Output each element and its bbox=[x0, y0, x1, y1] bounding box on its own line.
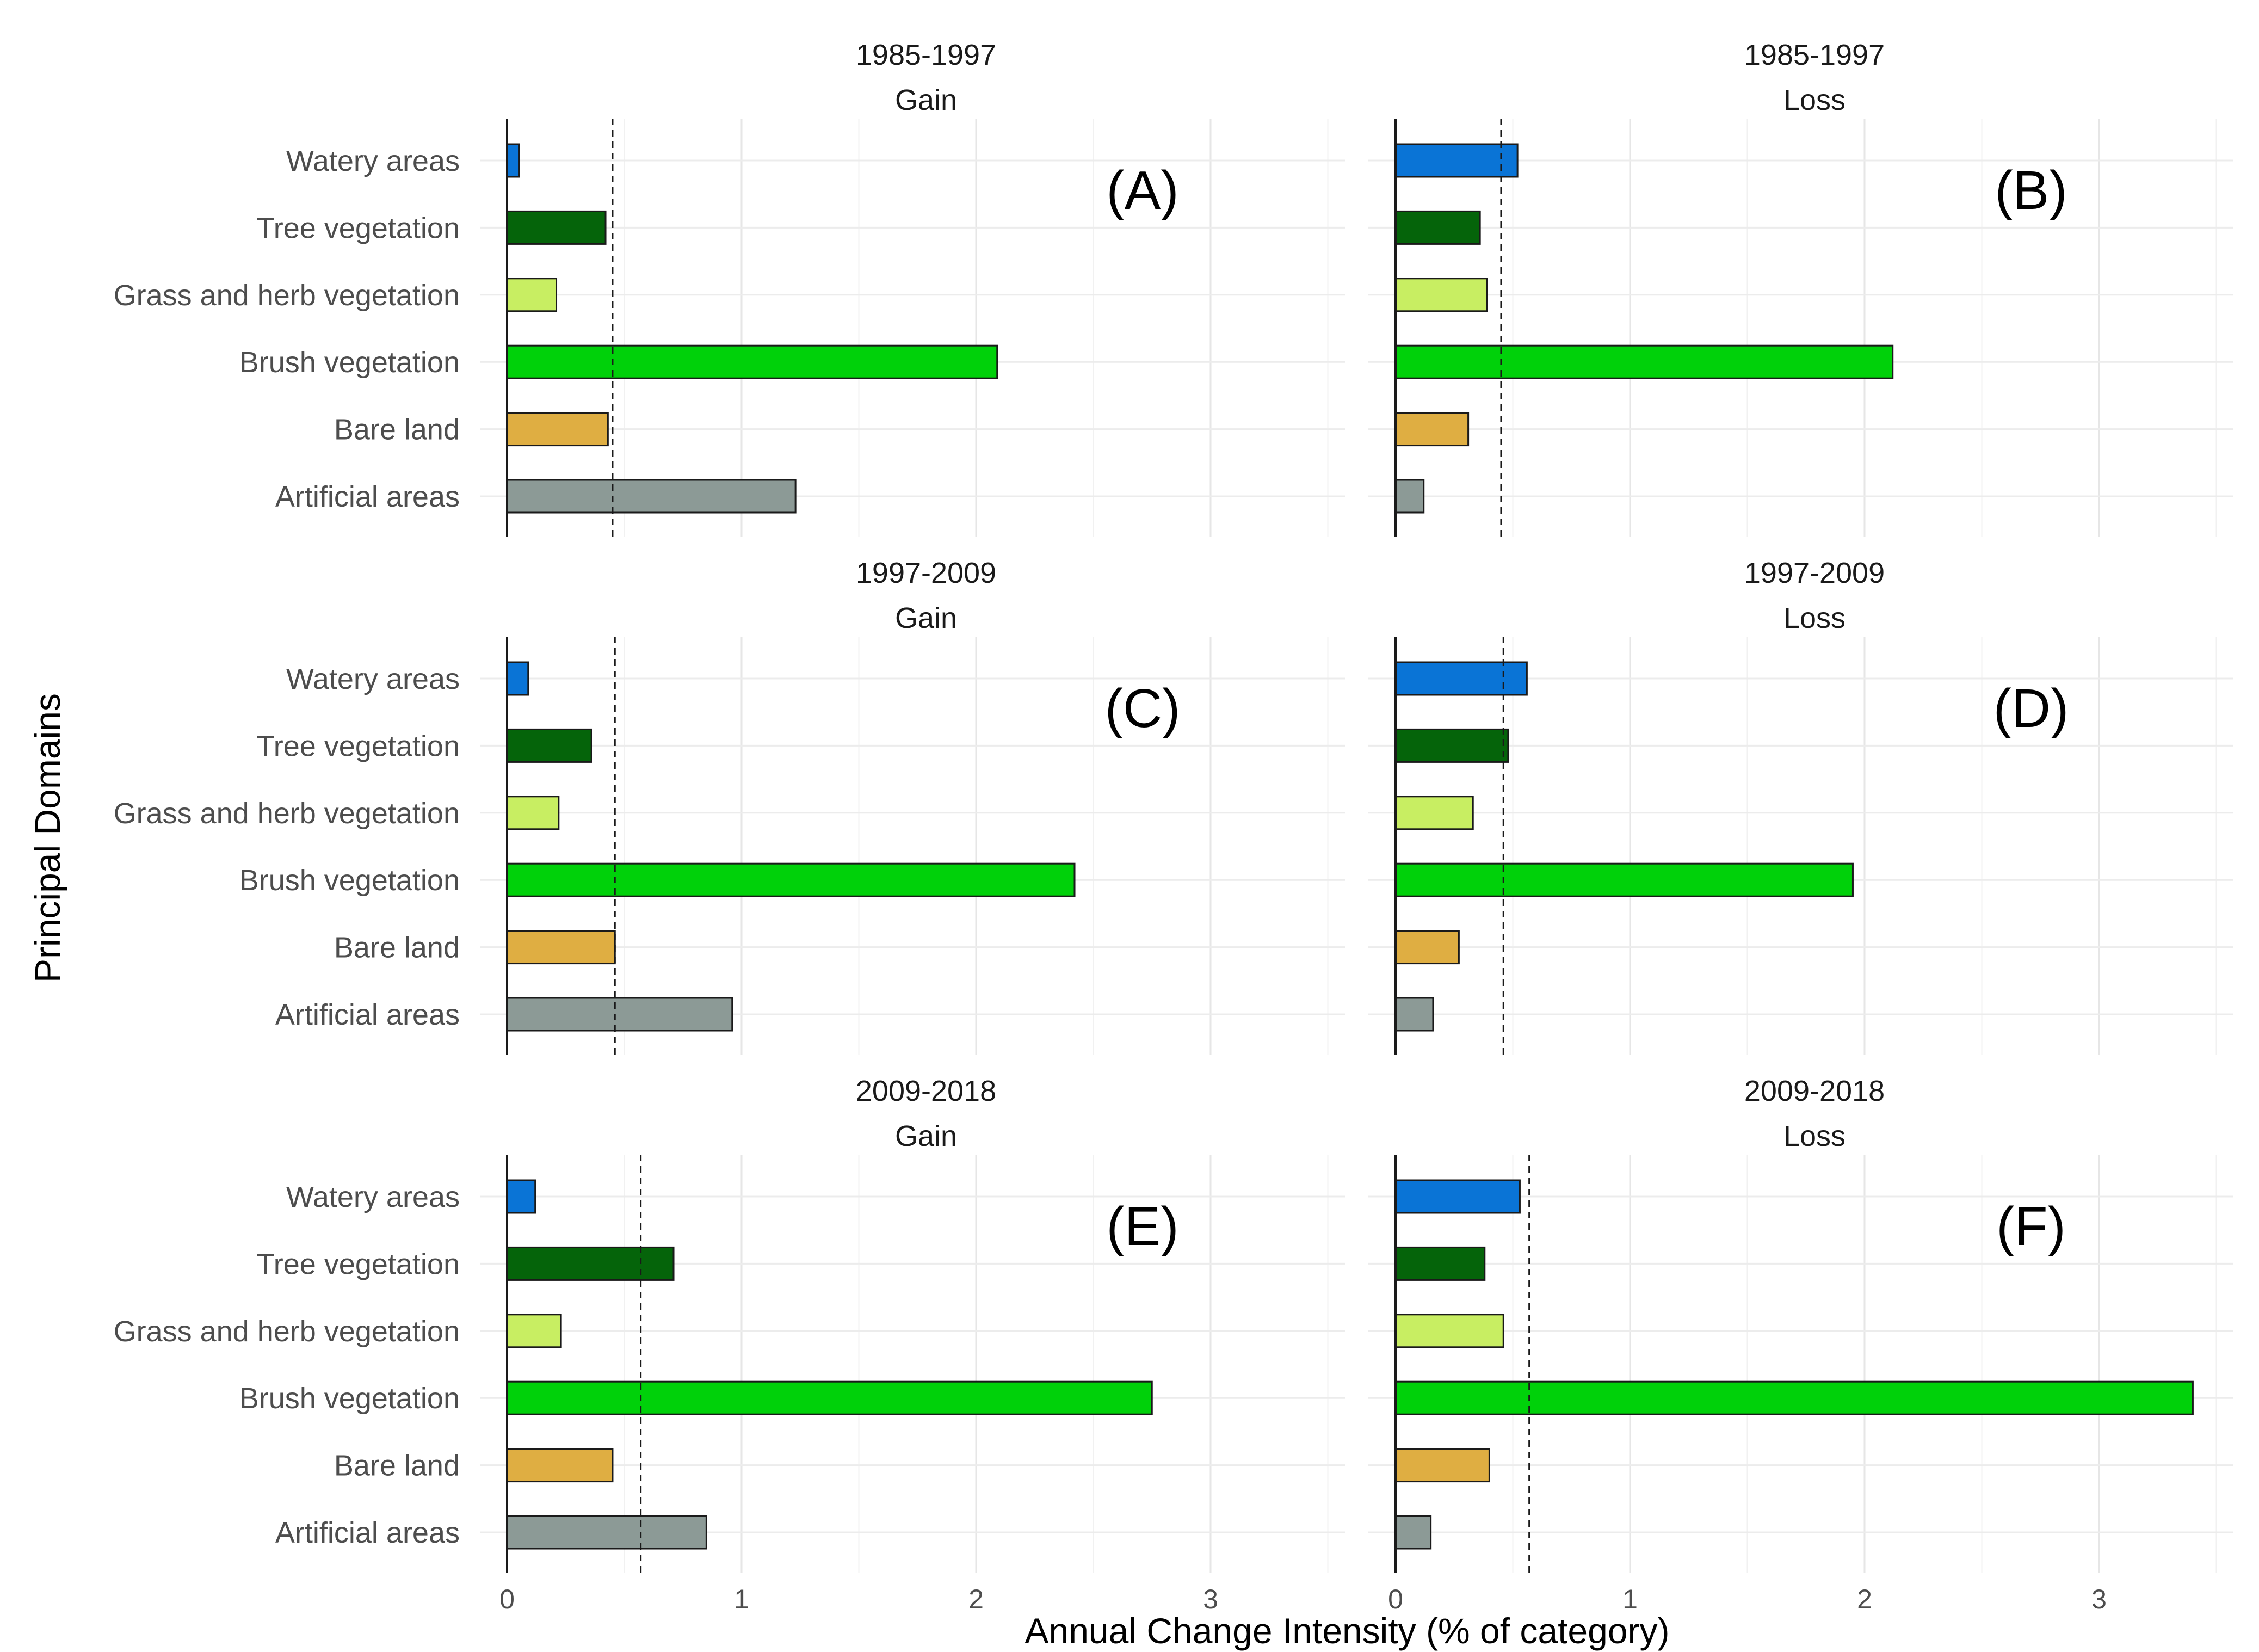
y-axis-title: Principal Domains bbox=[27, 693, 67, 983]
panel-f-period: 2009-2018 bbox=[1744, 1075, 1885, 1107]
bar-d-brush-vegetation bbox=[1394, 862, 1854, 897]
bar-f-watery-areas bbox=[1394, 1179, 1521, 1214]
panel-e-kind: Gain bbox=[895, 1120, 957, 1152]
bar-e-watery-areas bbox=[506, 1179, 536, 1214]
category-label: Watery areas bbox=[286, 663, 460, 695]
x-tick-label: 1 bbox=[734, 1584, 749, 1614]
x-tick-label: 3 bbox=[1203, 1584, 1218, 1614]
bar-d-bare-land bbox=[1394, 930, 1460, 965]
bar-f-tree-vegetation bbox=[1394, 1246, 1486, 1281]
panel-a-kind: Gain bbox=[895, 84, 957, 116]
category-label: Grass and herb vegetation bbox=[114, 279, 460, 312]
category-label: Bare land bbox=[334, 932, 460, 964]
x-tick-label: 2 bbox=[968, 1584, 984, 1614]
bar-c-tree-vegetation bbox=[506, 728, 592, 763]
panel-d-kind: Loss bbox=[1783, 602, 1846, 634]
category-label: Artificial areas bbox=[275, 480, 460, 513]
bar-b-grass-and-herb-vegetation bbox=[1394, 278, 1488, 312]
category-label: Grass and herb vegetation bbox=[114, 1315, 460, 1348]
bar-a-tree-vegetation bbox=[506, 210, 607, 245]
category-label: Brush vegetation bbox=[239, 346, 460, 379]
bar-e-artificial-areas bbox=[506, 1515, 707, 1550]
bar-d-artificial-areas bbox=[1394, 997, 1434, 1032]
x-tick-label: 3 bbox=[2091, 1584, 2107, 1614]
bar-d-watery-areas bbox=[1394, 661, 1528, 696]
panel-d-period: 1997-2009 bbox=[1744, 557, 1885, 589]
category-label: Bare land bbox=[334, 1450, 460, 1482]
bar-a-bare-land bbox=[506, 412, 609, 447]
panel-b-period: 1985-1997 bbox=[1744, 39, 1885, 71]
bar-c-brush-vegetation bbox=[506, 862, 1076, 897]
panel-b-kind: Loss bbox=[1783, 84, 1846, 116]
category-label: Artificial areas bbox=[275, 998, 460, 1031]
bar-b-tree-vegetation bbox=[1394, 210, 1481, 245]
panel-e-period: 2009-2018 bbox=[856, 1075, 996, 1107]
category-label: Artificial areas bbox=[275, 1517, 460, 1549]
bar-f-artificial-areas bbox=[1394, 1515, 1432, 1550]
bar-f-grass-and-herb-vegetation bbox=[1394, 1314, 1504, 1348]
panel-letter-b: (B) bbox=[1995, 160, 2067, 221]
bar-a-watery-areas bbox=[506, 143, 520, 178]
bar-a-grass-and-herb-vegetation bbox=[506, 278, 558, 312]
x-tick-label: 1 bbox=[1622, 1584, 1638, 1614]
bar-b-bare-land bbox=[1394, 412, 1470, 447]
panel-a-period: 1985-1997 bbox=[856, 39, 996, 71]
x-tick-label: 2 bbox=[1857, 1584, 1872, 1614]
category-label: Grass and herb vegetation bbox=[114, 797, 460, 830]
bar-e-brush-vegetation bbox=[506, 1380, 1153, 1415]
category-label: Tree vegetation bbox=[257, 1248, 460, 1280]
panel-letter-f: (F) bbox=[1996, 1196, 2066, 1257]
x-axis-title: Annual Change Intensity (% of category) bbox=[1024, 1611, 1669, 1651]
bar-a-brush-vegetation bbox=[506, 344, 998, 379]
category-label: Brush vegetation bbox=[239, 1382, 460, 1415]
bar-c-watery-areas bbox=[506, 661, 529, 696]
bar-f-brush-vegetation bbox=[1394, 1380, 2194, 1415]
x-tick-label: 0 bbox=[1388, 1584, 1403, 1614]
bar-e-grass-and-herb-vegetation bbox=[506, 1314, 562, 1348]
panel-c-period: 1997-2009 bbox=[856, 557, 996, 589]
panel-letter-a: (A) bbox=[1106, 160, 1178, 221]
bar-f-bare-land bbox=[1394, 1448, 1490, 1483]
panel-c-kind: Gain bbox=[895, 602, 957, 634]
bar-b-artificial-areas bbox=[1394, 479, 1425, 514]
category-label: Watery areas bbox=[286, 145, 460, 177]
category-label: Brush vegetation bbox=[239, 864, 460, 897]
category-label: Tree vegetation bbox=[257, 212, 460, 244]
bar-d-grass-and-herb-vegetation bbox=[1394, 796, 1474, 830]
category-label: Tree vegetation bbox=[257, 730, 460, 762]
bar-c-grass-and-herb-vegetation bbox=[506, 796, 560, 830]
bar-e-tree-vegetation bbox=[506, 1246, 675, 1281]
bar-b-watery-areas bbox=[1394, 143, 1519, 178]
x-tick-label: 0 bbox=[499, 1584, 515, 1614]
category-label: Watery areas bbox=[286, 1181, 460, 1213]
panel-f-kind: Loss bbox=[1783, 1120, 1846, 1152]
category-label: Bare land bbox=[334, 414, 460, 446]
bar-b-brush-vegetation bbox=[1394, 344, 1894, 379]
bar-c-artificial-areas bbox=[506, 997, 733, 1032]
bar-a-artificial-areas bbox=[506, 479, 797, 514]
bar-e-bare-land bbox=[506, 1448, 614, 1483]
bar-d-tree-vegetation bbox=[1394, 728, 1509, 763]
panel-letter-d: (D) bbox=[1993, 678, 2069, 739]
bar-c-bare-land bbox=[506, 930, 616, 965]
panel-letter-c: (C) bbox=[1105, 678, 1181, 739]
panel-letter-e: (E) bbox=[1106, 1196, 1178, 1257]
